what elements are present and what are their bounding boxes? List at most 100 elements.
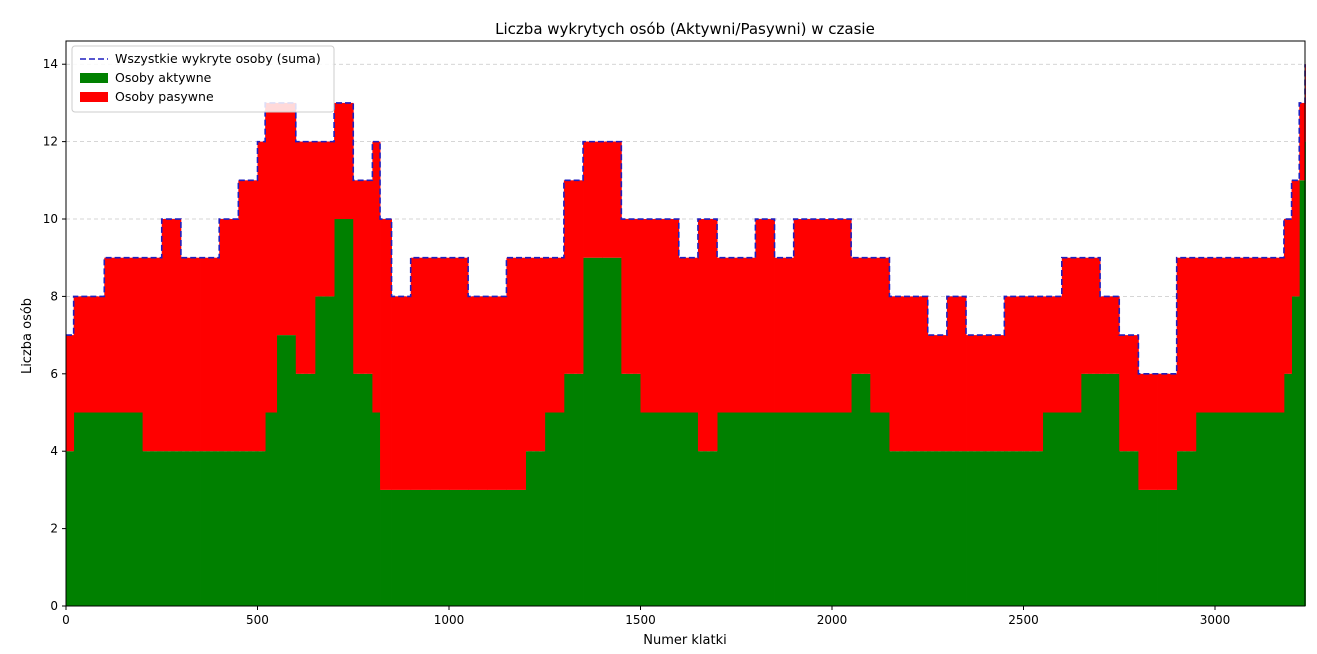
passive-segment <box>85 296 105 413</box>
active-segment <box>717 412 737 606</box>
active-segment <box>180 451 201 606</box>
active-series <box>66 141 1306 606</box>
passive-segment <box>1138 373 1158 490</box>
active-segment <box>985 451 1005 606</box>
x-tick-label: 0 <box>62 613 70 627</box>
active-segment <box>372 412 381 606</box>
active-segment <box>927 451 948 606</box>
passive-segment <box>774 257 795 413</box>
active-segment <box>1299 180 1306 606</box>
passive-segment <box>985 335 1005 452</box>
passive-segment <box>831 219 852 413</box>
active-segment <box>812 412 833 606</box>
x-tick-label: 1500 <box>625 613 656 627</box>
passive-segment <box>544 257 565 413</box>
y-tick-label: 8 <box>50 289 58 303</box>
legend-passive-swatch <box>80 92 108 102</box>
passive-segment <box>73 296 86 413</box>
passive-segment <box>889 296 909 452</box>
passive-segment <box>410 257 431 490</box>
passive-segment <box>314 141 335 297</box>
passive-segment <box>257 141 266 452</box>
y-tick-label: 2 <box>50 522 58 536</box>
passive-segment <box>353 180 373 374</box>
active-segment <box>104 412 124 606</box>
passive-segment <box>123 257 143 413</box>
active-segment <box>602 257 622 606</box>
active-segment <box>66 451 75 606</box>
y-axis-title: Liczba osób <box>20 298 35 374</box>
passive-segment <box>219 219 239 452</box>
passive-segment <box>1214 257 1235 413</box>
legend-active-label: Osoby aktywne <box>115 70 212 85</box>
active-segment <box>946 451 967 606</box>
passive-segment <box>380 219 392 490</box>
active-segment <box>410 489 431 606</box>
active-segment <box>1291 296 1300 606</box>
passive-segment <box>1042 296 1063 413</box>
passive-segment <box>391 296 412 490</box>
active-segment <box>583 257 603 606</box>
passive-segment <box>1253 257 1273 413</box>
plot-frame <box>65 40 1306 607</box>
active-segment <box>966 451 986 606</box>
passive-segment <box>583 141 603 258</box>
passive-segment <box>429 257 450 490</box>
active-segment <box>1272 412 1285 606</box>
passive-segment <box>238 180 258 452</box>
active-segment <box>391 489 412 606</box>
active-segment <box>1253 412 1273 606</box>
x-tick-label: 1000 <box>434 613 465 627</box>
y-tick-label: 0 <box>50 599 58 613</box>
active-segment <box>525 451 546 606</box>
passive-segment <box>966 335 986 452</box>
active-segment <box>1195 412 1216 606</box>
passive-segment <box>1119 335 1139 452</box>
passive-segment <box>1234 257 1254 413</box>
passive-segment <box>908 296 929 452</box>
legend: Wszystkie wykryte osoby (suma) Osoby akt… <box>71 45 335 113</box>
active-segment <box>1080 373 1101 606</box>
passive-segment <box>946 296 967 452</box>
legend-total-label: Wszystkie wykryte osoby (suma) <box>115 51 321 66</box>
passive-segment <box>180 257 201 452</box>
passive-segment <box>448 257 469 490</box>
chart-title: Liczba wykrytych osób (Aktywni/Pasywni) … <box>495 20 875 38</box>
passive-segment <box>621 219 641 374</box>
active-segment <box>353 373 373 606</box>
active-segment <box>1138 489 1158 606</box>
passive-segment <box>640 219 661 413</box>
passive-segment <box>870 257 890 413</box>
passive-segment <box>678 257 699 413</box>
y-axis: 0 2 4 6 8 10 12 14 <box>43 57 66 613</box>
active-segment <box>1119 451 1139 606</box>
active-segment <box>1023 451 1044 606</box>
active-segment <box>678 412 699 606</box>
passive-segment <box>1157 373 1178 490</box>
passive-series <box>66 64 1306 490</box>
passive-segment <box>468 296 488 490</box>
active-segment <box>295 373 316 606</box>
passive-segment <box>276 102 297 336</box>
active-segment <box>334 219 354 606</box>
passive-segment <box>1080 257 1101 374</box>
active-segment <box>563 373 584 606</box>
active-segment <box>1176 451 1197 606</box>
active-segment <box>831 412 852 606</box>
active-segment <box>123 412 143 606</box>
passive-segment <box>334 102 354 220</box>
active-segment <box>1004 451 1024 606</box>
passive-segment <box>1004 296 1024 452</box>
passive-segment <box>755 219 775 413</box>
active-segment <box>870 412 890 606</box>
active-segment <box>755 412 775 606</box>
passive-segment <box>927 335 948 452</box>
passive-segment <box>851 257 871 374</box>
active-segment <box>1214 412 1235 606</box>
active-segment <box>314 296 335 606</box>
passive-segment <box>793 219 814 413</box>
passive-segment <box>372 141 381 413</box>
active-segment <box>257 451 266 606</box>
active-segment <box>697 451 718 606</box>
active-segment <box>1234 412 1254 606</box>
